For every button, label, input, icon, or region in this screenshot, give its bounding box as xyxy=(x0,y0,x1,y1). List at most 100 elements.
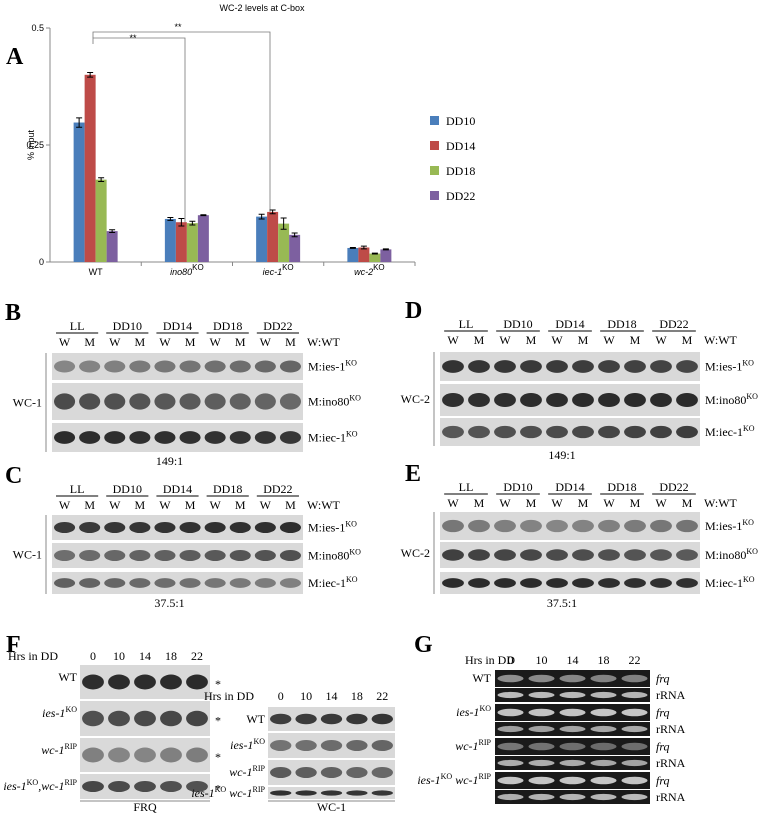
band xyxy=(468,360,490,373)
time-label: 10 xyxy=(300,689,312,703)
superscript: KO xyxy=(215,785,227,794)
label-part: wc-1 xyxy=(226,786,252,800)
band xyxy=(520,392,542,408)
bar xyxy=(369,253,381,262)
time-label: 14 xyxy=(326,689,338,703)
superscript: KO xyxy=(743,575,755,584)
band-marker: * xyxy=(215,677,221,691)
band xyxy=(154,522,176,533)
band xyxy=(54,431,76,444)
band xyxy=(82,747,104,763)
band xyxy=(621,742,648,751)
blot xyxy=(495,738,650,755)
bar xyxy=(175,222,187,262)
band xyxy=(254,578,276,588)
band xyxy=(108,710,130,727)
band xyxy=(676,425,698,439)
y-tick-label: 0.25 xyxy=(26,140,44,150)
band xyxy=(624,549,646,561)
band xyxy=(590,759,617,767)
band xyxy=(186,747,208,763)
band xyxy=(270,740,292,751)
protein-label: WC-1 xyxy=(13,396,42,410)
lane-label: W xyxy=(260,498,272,512)
superscript: KO xyxy=(282,263,294,272)
probe-label: rRNA xyxy=(656,688,686,702)
band xyxy=(279,550,301,561)
time-label: 0 xyxy=(278,689,284,703)
band xyxy=(546,578,568,588)
axis-label: Hrs in DD xyxy=(8,649,58,663)
time-label: 18 xyxy=(598,653,610,667)
band xyxy=(346,740,368,751)
band xyxy=(346,713,368,725)
band xyxy=(279,578,301,588)
band xyxy=(572,519,594,533)
band xyxy=(494,392,516,408)
axis-label: Hrs in DD xyxy=(465,653,515,667)
probe-label: frq xyxy=(656,740,670,754)
band xyxy=(497,691,524,699)
legend-swatch xyxy=(430,116,439,125)
band xyxy=(371,767,393,778)
band xyxy=(154,393,176,410)
row-label: ies-1KO xyxy=(456,704,491,719)
error-bar xyxy=(87,71,94,78)
band xyxy=(650,425,672,439)
lane-label: W xyxy=(209,335,221,349)
lane-label: M xyxy=(185,498,196,512)
superscript: KO xyxy=(349,394,361,403)
band xyxy=(528,759,555,767)
band xyxy=(528,691,555,699)
band xyxy=(254,360,276,373)
y-tick-label: 0 xyxy=(39,257,44,267)
lane-label: W xyxy=(499,333,511,347)
band xyxy=(559,793,586,801)
band xyxy=(279,431,301,444)
band-marker: * xyxy=(215,714,221,728)
protein-label: WC-2 xyxy=(401,392,430,406)
band xyxy=(104,360,126,373)
band xyxy=(129,360,151,373)
band xyxy=(320,713,343,725)
strain-key: W:WT xyxy=(704,496,738,510)
band xyxy=(528,674,555,683)
time-label: 18 xyxy=(165,649,177,663)
error-bar xyxy=(269,209,276,215)
bracket xyxy=(92,37,186,232)
band xyxy=(650,392,672,408)
column-label: DD10 xyxy=(503,317,532,331)
band xyxy=(254,393,276,410)
band xyxy=(494,519,516,533)
row-label: ies-1KO,wc-1RIP xyxy=(3,778,77,793)
lane-label: W xyxy=(499,496,511,510)
band xyxy=(371,740,393,751)
band xyxy=(320,740,343,751)
band xyxy=(528,793,555,801)
panel-label: A xyxy=(6,44,24,70)
time-label: 22 xyxy=(376,689,388,703)
label-part: ies-1 xyxy=(42,706,65,720)
caption: WC-1 xyxy=(317,800,346,814)
bar xyxy=(197,215,209,262)
band xyxy=(134,710,156,727)
band xyxy=(346,790,368,796)
superscript: KO xyxy=(746,547,758,556)
chart-title: WC-2 levels at C-box xyxy=(219,3,305,13)
band xyxy=(204,578,226,588)
band xyxy=(572,392,594,408)
label-part: wc-1 xyxy=(452,773,478,787)
band xyxy=(134,674,156,690)
band xyxy=(108,781,130,792)
label-part: ies-1 xyxy=(456,705,479,719)
label-part: M:iec-1 xyxy=(705,425,743,439)
time-label: 0 xyxy=(508,653,514,667)
band xyxy=(572,360,594,373)
band xyxy=(590,674,617,683)
band xyxy=(520,578,542,588)
band xyxy=(104,431,126,444)
error-bar xyxy=(76,117,83,128)
band xyxy=(468,392,490,408)
blot xyxy=(440,572,700,594)
